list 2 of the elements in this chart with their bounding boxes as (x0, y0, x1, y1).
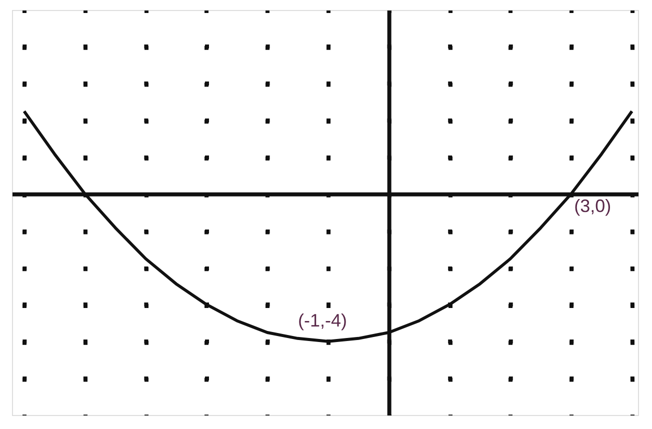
annotation: (3,0) (574, 196, 612, 216)
annotation: (-1,-4) (298, 310, 348, 330)
